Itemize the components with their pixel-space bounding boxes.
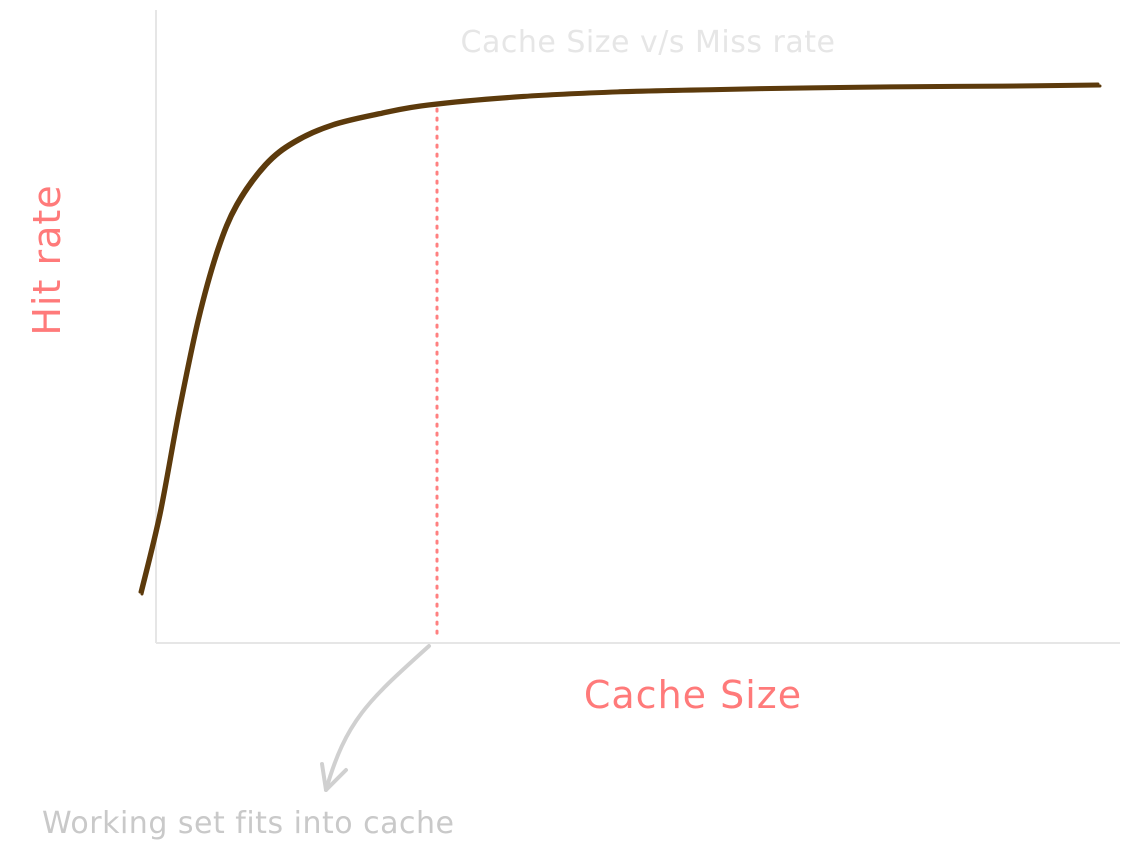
annotation-arrow	[324, 644, 431, 792]
annotation-text: Working set fits into cache	[42, 806, 454, 841]
chart-title: Cache Size v/s Miss rate	[461, 25, 836, 60]
series-line-stroke-1	[140, 84, 1102, 596]
annotation-arrowhead	[320, 762, 348, 792]
series-line-stroke-0	[138, 82, 1100, 594]
series-group	[138, 82, 1102, 596]
x-axis-label: Cache Size	[584, 673, 802, 717]
y-axis-label: Hit rate	[25, 184, 69, 335]
